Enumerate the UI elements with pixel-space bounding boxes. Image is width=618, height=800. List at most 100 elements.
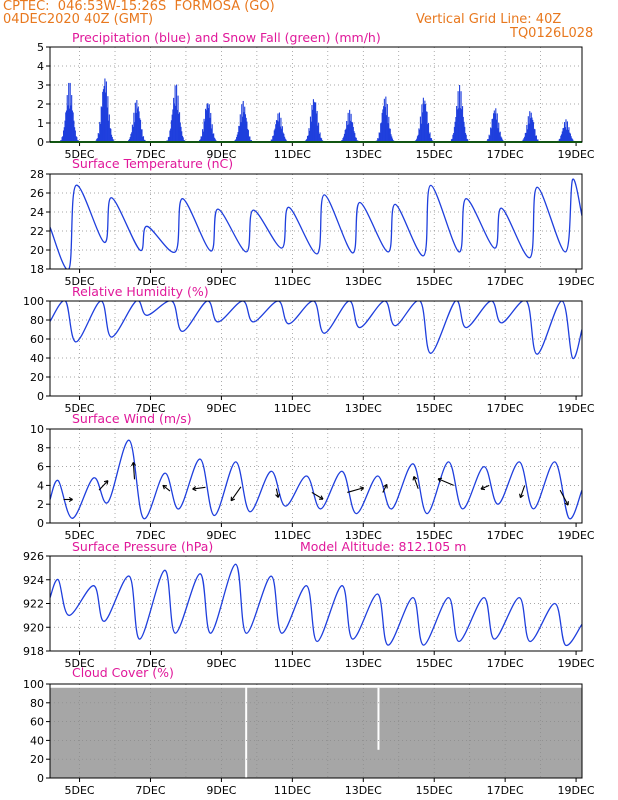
panel-frame-cloud [49,683,583,779]
y-label-precip: 0 [37,136,44,149]
precip-bar [284,138,286,142]
wind-arrow [132,462,136,480]
x-label-rh: 11DEC [274,402,311,415]
wind-arrow-head [103,480,109,485]
precip-bar [249,136,251,142]
precip-bar [241,104,243,142]
wind-arrow-head [275,493,281,498]
precip-bar [274,128,276,142]
y-label-rh: 60 [30,333,44,346]
precip-bar [377,138,380,142]
precip-bar [235,139,237,142]
precip-bar [173,97,175,142]
precip-bar [177,95,179,142]
precip-bar [241,116,244,142]
precip-bar [419,116,421,142]
wind-arrow [559,489,569,506]
precip-bar [464,133,467,142]
y-label-temp: 20 [30,244,44,257]
y-label-precip: 4 [37,60,44,73]
x-label-temp: 19DEC [558,275,595,288]
precip-bar [201,136,203,142]
y-label-temp: 26 [30,187,44,200]
precip-bar [388,116,390,142]
precip-bar [110,128,112,142]
y-label-precip: 2 [37,98,44,111]
y-label-rh: 20 [30,371,44,384]
precip-bar [315,113,317,142]
precip-bar [100,106,102,142]
precip-bar [459,108,461,142]
precip-bar [348,124,350,142]
wind-arrow-head [519,493,524,499]
x-label-temp: 17DEC [487,275,524,288]
precip-bar [311,104,313,142]
precip-bar [272,135,274,142]
precip-bar [386,104,388,142]
wind-title: Surface Wind (m/s) [72,411,192,426]
precip-bar [135,112,137,142]
wind-arrow-head [162,484,168,490]
precip-bar [72,112,74,142]
precip-bar [111,134,113,142]
y-label-rh: 0 [37,390,44,403]
precip-bar [312,109,314,142]
y-label-pres: 926 [23,550,44,563]
y-label-rh: 40 [30,352,44,365]
precip-bar [462,116,464,142]
precip-bar [176,84,178,142]
precip-bar [380,122,382,142]
precip-bar [489,135,491,142]
precip-bar [130,133,132,142]
precip-bar [96,138,98,142]
precip-bar [343,136,345,142]
precip-bar [67,105,69,142]
precip-bar [133,112,135,142]
precip-bar [418,128,420,142]
precip-bar [275,120,278,142]
y-label-precip: 3 [37,79,44,92]
precip-bar [174,85,176,142]
cloud-area [50,687,582,778]
precip-bar [419,129,421,142]
precip-bar [453,126,455,142]
precip-bar [178,113,180,142]
x-label-pres: 15DEC [416,657,453,670]
precip-bar [103,85,105,142]
precip-bar [99,123,102,142]
cloud-dip [377,687,380,750]
y-label-wind: 6 [37,461,44,474]
precip-bar [283,133,285,142]
precip-bar [424,100,426,142]
x-label-precip: 15DEC [416,148,453,161]
precip-bar [416,136,419,142]
precip-bar [377,138,379,142]
precip-bar [101,107,103,142]
x-label-wind: 5DEC [64,529,94,542]
precip-bar [132,126,134,142]
precip-bar [270,139,272,142]
precip-bar [380,123,382,142]
precip-bar [498,122,500,142]
precip-bar [175,105,177,142]
precip-bar [567,129,569,142]
precip-bar [108,120,110,142]
wind-arrow [382,484,388,493]
y-label-temp: 24 [30,206,44,219]
precip-bar [353,131,355,142]
precip-bar [537,139,539,142]
precip-bar [214,138,216,142]
precip-bar [207,107,210,142]
y-label-temp: 22 [30,225,44,238]
precip-bar [467,139,469,142]
precip-bar [285,139,287,142]
precip-bar [240,122,242,142]
precip-bar [536,139,538,142]
precip-bar [305,139,307,142]
y-label-wind: 0 [37,517,44,530]
precip-bar [139,119,142,142]
x-label-temp: 11DEC [274,275,311,288]
precip-bar [244,106,246,142]
precip-bar [381,112,383,142]
x-label-temp: 5DEC [64,275,94,288]
